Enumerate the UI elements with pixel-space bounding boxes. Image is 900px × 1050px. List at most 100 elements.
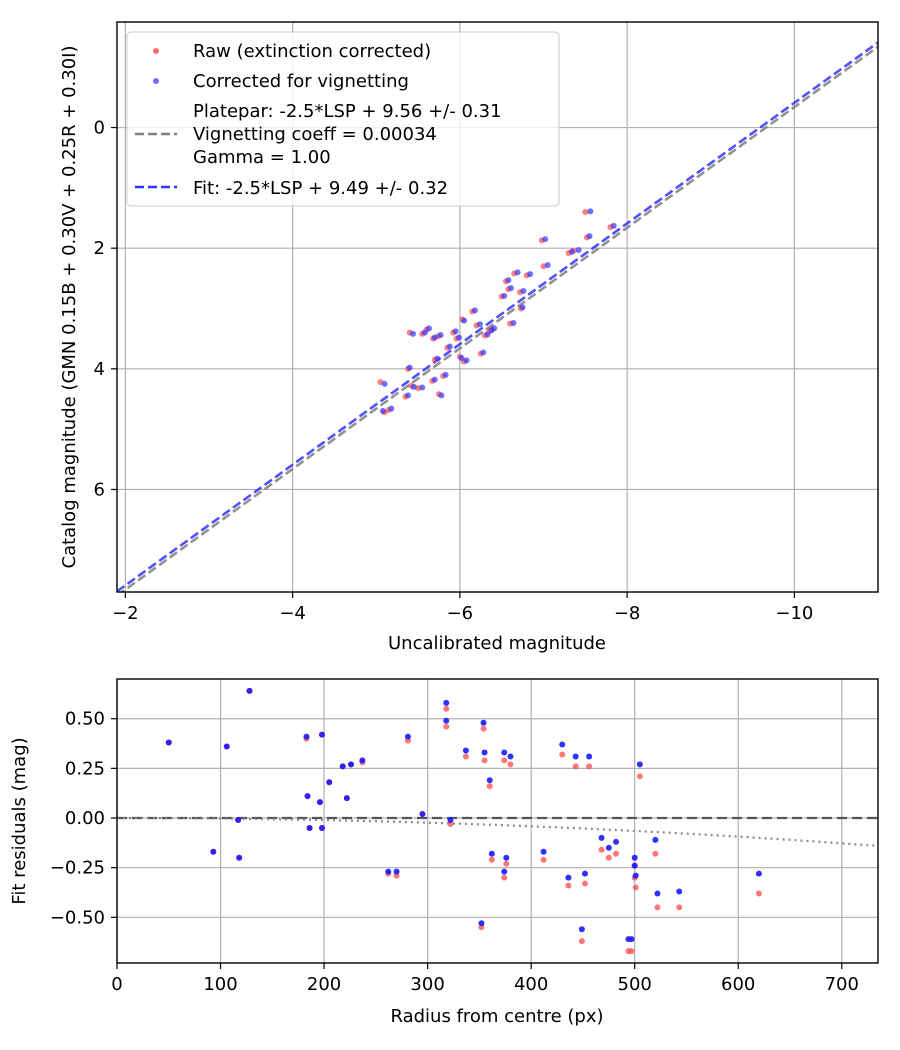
data-point bbox=[507, 285, 514, 291]
data-point bbox=[488, 850, 495, 857]
data-point bbox=[654, 904, 661, 911]
y-tick-label: −0.50 bbox=[50, 907, 105, 928]
data-point bbox=[587, 208, 594, 215]
data-point bbox=[586, 763, 593, 770]
data-point bbox=[610, 222, 617, 229]
data-point bbox=[359, 757, 366, 764]
data-point bbox=[431, 376, 438, 383]
y-tick-label: 2 bbox=[94, 238, 105, 259]
data-point bbox=[379, 408, 386, 415]
data-point bbox=[586, 233, 593, 240]
data-point bbox=[481, 749, 488, 756]
data-point bbox=[303, 733, 310, 740]
legend-marker-corrected bbox=[153, 78, 159, 84]
data-point bbox=[478, 920, 485, 927]
data-point bbox=[442, 371, 449, 378]
data-point bbox=[559, 741, 566, 748]
data-point bbox=[223, 743, 230, 750]
x-tick-label: −4 bbox=[279, 603, 306, 624]
data-point bbox=[501, 292, 508, 299]
data-point bbox=[443, 705, 450, 712]
data-point bbox=[544, 262, 551, 269]
data-point bbox=[631, 862, 638, 869]
plot-frame bbox=[116, 21, 879, 593]
data-point bbox=[393, 868, 400, 875]
data-point bbox=[676, 888, 683, 895]
data-point bbox=[461, 317, 468, 324]
magnitude-calibration-plot: −2 −4 −6 −8 −10 0 2 4 6 Uncalibrated magnitude C… bbox=[59, 21, 879, 654]
data-point bbox=[471, 307, 478, 314]
plot-frame bbox=[116, 678, 879, 964]
x-tick-label: 300 bbox=[410, 974, 444, 995]
data-point bbox=[443, 699, 450, 706]
legend: Raw (extinction corrected) Corrected for… bbox=[126, 31, 560, 207]
x-tick-label: 700 bbox=[825, 974, 859, 995]
data-point bbox=[481, 757, 488, 764]
legend-box bbox=[126, 31, 560, 207]
data-point bbox=[447, 817, 454, 824]
data-point bbox=[632, 872, 639, 879]
data-point bbox=[480, 719, 487, 726]
data-point bbox=[306, 824, 313, 831]
y-tick-label: 0 bbox=[94, 118, 105, 139]
data-point bbox=[434, 355, 441, 362]
data-point bbox=[462, 747, 469, 754]
data-point bbox=[319, 824, 326, 831]
data-point bbox=[480, 349, 487, 356]
data-point bbox=[578, 926, 585, 933]
data-point bbox=[484, 331, 491, 338]
data-point bbox=[458, 354, 465, 361]
data-point bbox=[347, 761, 354, 768]
data-point bbox=[613, 838, 620, 845]
data-point bbox=[463, 357, 470, 364]
data-point bbox=[559, 751, 566, 758]
data-point bbox=[419, 384, 426, 391]
data-point bbox=[419, 811, 426, 818]
x-tick-label: 600 bbox=[721, 974, 755, 995]
data-point bbox=[540, 856, 547, 863]
axis-ticks: −2 −4 −6 −8 −10 0 2 4 6 bbox=[94, 118, 814, 624]
x-tick-label: −8 bbox=[614, 603, 641, 624]
data-point bbox=[443, 723, 450, 730]
x-axis-label: Radius from centre (px) bbox=[390, 1006, 603, 1027]
data-point bbox=[501, 749, 508, 756]
data-point bbox=[527, 271, 534, 278]
data-point bbox=[501, 874, 508, 881]
data-point bbox=[236, 854, 243, 861]
data-point bbox=[572, 763, 579, 770]
y-tick-label: 0.25 bbox=[65, 758, 105, 779]
data-point bbox=[486, 783, 493, 790]
data-point bbox=[410, 383, 417, 390]
data-point bbox=[605, 854, 612, 861]
x-tick-label: 0 bbox=[111, 974, 122, 995]
data-point bbox=[636, 773, 643, 780]
data-point bbox=[319, 731, 326, 738]
legend-label-fit: Fit: -2.5*LSP + 9.49 +/- 0.32 bbox=[193, 178, 448, 199]
x-axis-label: Uncalibrated magnitude bbox=[388, 633, 606, 654]
data-point bbox=[437, 332, 444, 339]
fit-lines bbox=[117, 41, 878, 592]
data-point bbox=[406, 364, 413, 371]
data-point bbox=[488, 856, 495, 863]
data-point bbox=[676, 904, 683, 911]
data-point bbox=[339, 763, 346, 770]
vignetting-curve bbox=[117, 816, 879, 847]
data-point bbox=[316, 799, 323, 806]
data-point bbox=[385, 868, 392, 875]
data-point bbox=[755, 890, 762, 897]
legend-label-corrected: Corrected for vignetting bbox=[193, 71, 409, 92]
data-point bbox=[507, 761, 514, 768]
legend-label-platepar: Platepar: -2.5*LSP + 9.56 +/- 0.31 Vignet… bbox=[193, 101, 502, 168]
x-tick-label: −10 bbox=[775, 603, 813, 624]
y-axis-label: Fit residuals (mag) bbox=[9, 737, 30, 904]
data-point bbox=[605, 844, 612, 851]
data-point bbox=[486, 777, 493, 784]
fit-line bbox=[117, 41, 878, 592]
y-tick-label: −0.25 bbox=[50, 858, 105, 879]
data-point bbox=[565, 882, 572, 889]
data-point bbox=[246, 687, 253, 694]
data-point bbox=[510, 319, 517, 326]
data-point bbox=[507, 753, 514, 760]
data-point bbox=[410, 330, 417, 337]
data-point bbox=[501, 868, 508, 875]
